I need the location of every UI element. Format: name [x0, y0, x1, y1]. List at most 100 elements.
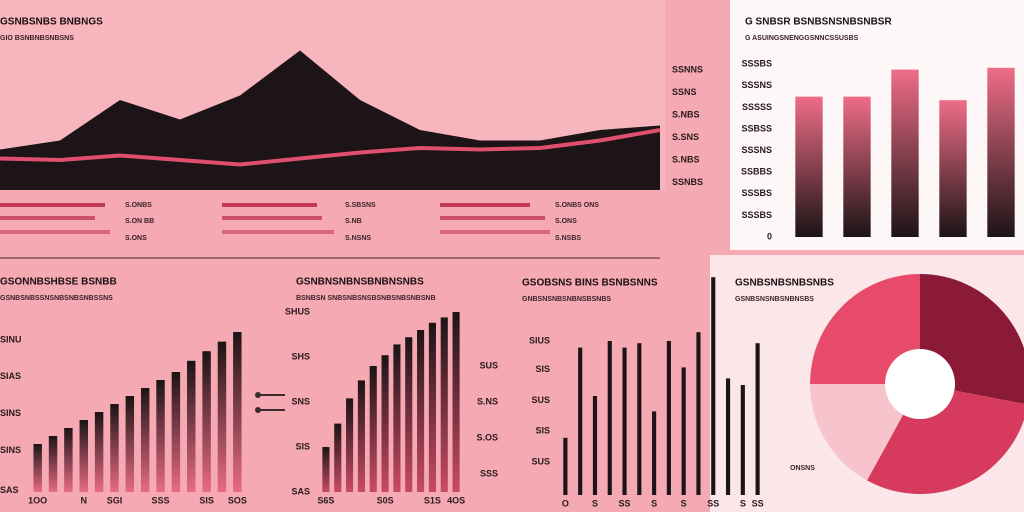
y-tick-label: SSSBS — [741, 59, 772, 69]
bar — [156, 380, 165, 492]
y-tick-label: SAS — [291, 486, 310, 496]
bar — [843, 96, 871, 237]
y-tick-label: SSSNS — [741, 80, 772, 90]
bar — [357, 380, 365, 492]
x-tick-label: S6S — [317, 495, 334, 505]
bar — [696, 332, 701, 495]
x-tick-label: O — [562, 498, 569, 508]
bar — [681, 367, 686, 495]
bar — [417, 330, 425, 492]
bar-label: S.ON BB — [125, 218, 154, 225]
y-tick-label: SIS — [535, 426, 550, 436]
pie-slice — [809, 384, 920, 481]
bar — [440, 317, 448, 492]
chart-subtitle: GSNBSNSNBSNBNSBS — [735, 296, 814, 303]
x-tick-label: N — [81, 495, 88, 505]
bar — [452, 312, 460, 492]
chart-title: GSNBNSNBNSBNBNSNBS — [296, 277, 424, 288]
chart-subtitle: GIO BSNBNBSNBSNS — [0, 35, 74, 42]
bar — [578, 347, 583, 495]
y2-tick-label: SSS — [480, 468, 498, 478]
bar — [110, 404, 119, 492]
x-tick-label: SOS — [228, 495, 247, 505]
bar-label: S.NSBS — [555, 235, 581, 242]
bar — [140, 388, 150, 492]
bar — [33, 444, 42, 492]
y-tick-label: SIUS — [529, 335, 550, 345]
y2-tick-label: SUS — [479, 360, 498, 370]
chart-subtitle: GNBSNSNBSNBNSBSNBS — [522, 296, 611, 303]
bar — [428, 322, 436, 492]
chart-subtitle: G ASUINGSNENGGSNNCSSUSBS — [745, 35, 859, 42]
bar — [0, 216, 95, 220]
y-tick-label: SSNS — [672, 87, 697, 97]
x-tick-label: SS — [619, 498, 631, 508]
y-tick-label: S.SNS — [672, 132, 699, 142]
y-tick-label: 0 — [767, 231, 772, 241]
y-tick-label: SSSBS — [741, 188, 772, 198]
y-tick-label: SSSBS — [741, 210, 772, 220]
bar — [322, 447, 330, 492]
x-tick-label: SIS — [199, 495, 214, 505]
bar — [0, 230, 110, 234]
x-tick-label: SS — [707, 498, 719, 508]
bar — [652, 411, 657, 495]
x-tick-label: SSS — [152, 495, 170, 505]
bar — [637, 343, 642, 495]
bar-label: S.ONS — [125, 235, 147, 242]
chart-subtitle: BSNBSN SNBSNBSNSBSNBSNBSNBSNB — [296, 295, 436, 302]
y-tick-label: SINU — [0, 334, 22, 344]
bar — [64, 428, 73, 492]
y-tick-label: SNS — [291, 396, 310, 406]
bar — [233, 332, 242, 492]
area — [0, 50, 660, 190]
y-tick-label: SSNBS — [672, 177, 703, 187]
bar — [711, 277, 716, 495]
chart-title: G SNBSR BSNBSNSNBSNBSR — [745, 17, 892, 28]
bar — [48, 436, 58, 492]
bar — [222, 203, 317, 207]
x-tick-label: S — [740, 498, 746, 508]
x-tick-label: SS — [752, 498, 764, 508]
bar — [334, 423, 342, 492]
bar — [740, 385, 745, 495]
bar — [563, 437, 568, 495]
y-tick-label: SIS — [535, 364, 550, 374]
x-tick-label: S — [681, 498, 687, 508]
y-tick-label: SAS — [0, 485, 19, 495]
bar — [755, 343, 760, 495]
bar — [607, 341, 612, 495]
bar — [440, 216, 545, 220]
bar-label: S.NSNS — [345, 235, 371, 242]
y-tick-label: SSNNS — [672, 64, 703, 74]
y-tick-label: SHUS — [285, 306, 310, 316]
y-tick-label: SSBBS — [741, 167, 772, 177]
line — [0, 128, 661, 167]
chart-title: GSNBSNBS BNBNGS — [0, 17, 103, 28]
bar — [622, 347, 627, 495]
bar — [222, 216, 322, 220]
x-tick-label: S — [651, 498, 657, 508]
y-tick-label: SSBSS — [741, 123, 772, 133]
y-tick-label: S.NBS — [672, 154, 700, 164]
y-tick-label: SHS — [291, 351, 310, 361]
bar — [381, 355, 389, 492]
bar-label: S.NB — [345, 218, 362, 225]
y-tick-label: SINS — [0, 445, 21, 455]
bar — [725, 378, 731, 495]
donut-hole — [885, 349, 955, 419]
bar — [0, 203, 105, 207]
y2-tick-label: S.NS — [477, 396, 498, 406]
x-tick-label: S1S — [424, 495, 441, 505]
bar-label: S.ONS — [555, 218, 577, 225]
bar — [94, 412, 104, 492]
bar — [891, 69, 919, 237]
bar — [939, 100, 967, 237]
x-tick-label: S0S — [377, 495, 394, 505]
bar — [405, 337, 413, 492]
bar — [393, 344, 401, 492]
chart-title: GSONNBSHBSE BSNBB — [0, 277, 117, 288]
y-tick-label: SUS — [531, 456, 550, 466]
bar — [666, 341, 671, 495]
